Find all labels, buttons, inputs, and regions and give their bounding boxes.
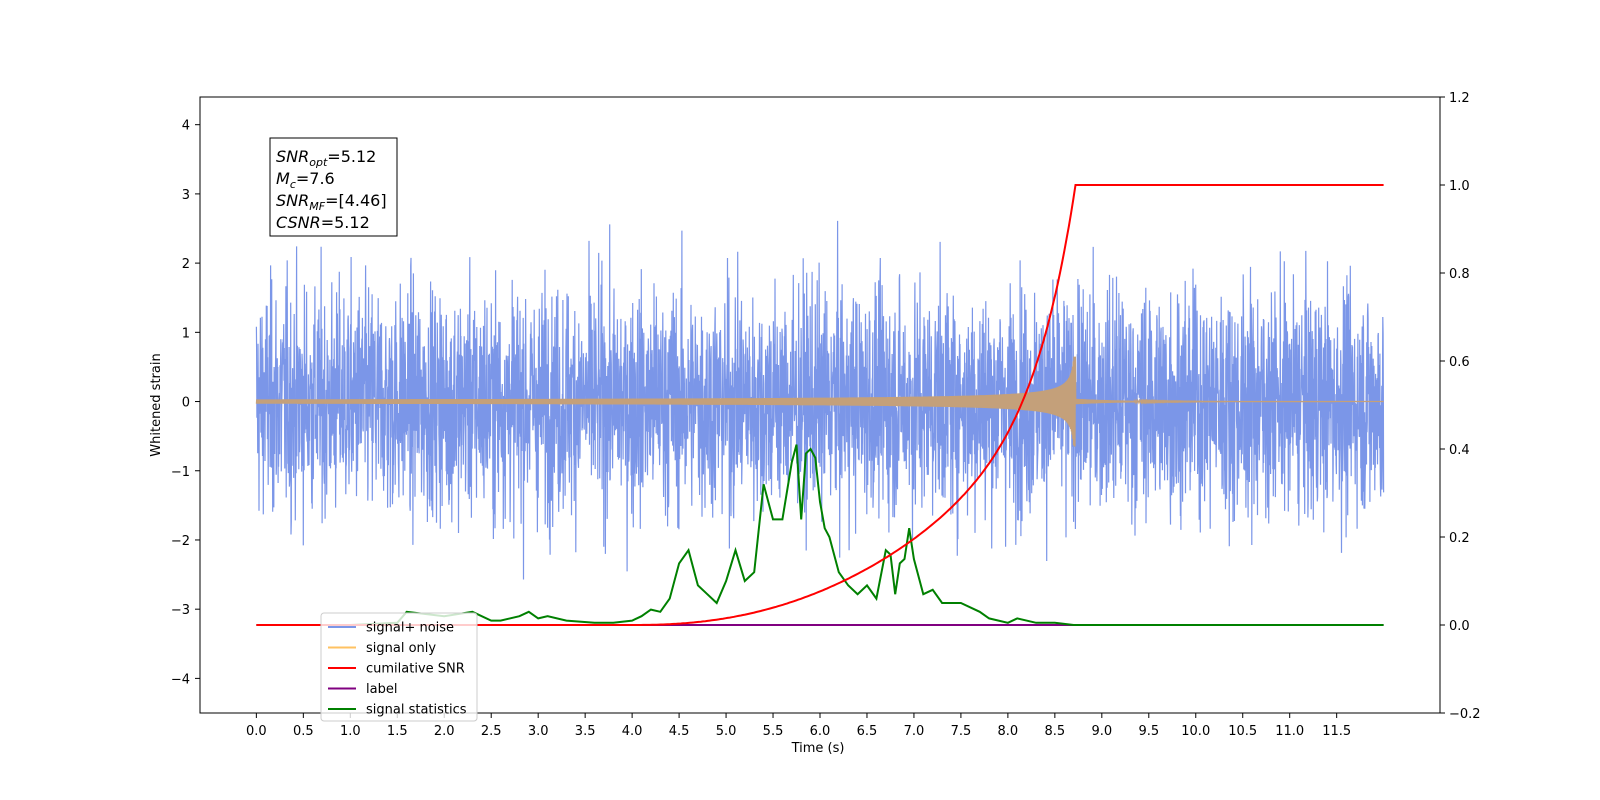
series-signal-statistics-line (256, 444, 1384, 626)
legend-label: signal+ noise (366, 621, 454, 636)
x-tick-label: 2.0 (434, 724, 455, 739)
series-cumulative-snr-line (256, 184, 1384, 626)
y2-tick-label: −0.2 (1449, 707, 1481, 722)
y-tick-label: −3 (171, 603, 190, 618)
x-tick-label: 1.5 (387, 724, 408, 739)
y2-axis-ticks: 1.2 1.0 0.8 0.6 0.4 0.2 0.0 −0.2 (1440, 91, 1481, 722)
x-tick-label: 7.0 (904, 724, 925, 739)
y-tick-label: −4 (171, 672, 190, 687)
annotation-line: Mc=7.6 (276, 169, 335, 191)
y2-tick-label: 1.0 (1449, 179, 1470, 194)
y2-tick-label: 1.2 (1449, 91, 1470, 106)
x-tick-label: 3.0 (528, 724, 549, 739)
legend-label: cumilative SNR (366, 662, 465, 677)
y2-tick-label: 0.2 (1449, 531, 1470, 546)
x-tick-label: 3.5 (575, 724, 596, 739)
x-tick-label: 10.5 (1228, 724, 1257, 739)
y2-tick-label: 0.0 (1449, 619, 1470, 634)
x-tick-label: 4.0 (622, 724, 643, 739)
x-tick-label: 6.5 (857, 724, 878, 739)
y-tick-label: −1 (171, 465, 190, 480)
x-tick-label: 0.0 (246, 724, 267, 739)
legend: signal+ noise signal only cumilative SNR la… (320, 612, 478, 722)
y-tick-label: 1 (182, 326, 190, 341)
annotation-line: SNRopt=5.12 (276, 147, 376, 169)
x-tick-label: 0.5 (293, 724, 314, 739)
y-tick-label: 4 (182, 119, 190, 134)
series-signal-only-line (255, 356, 1384, 447)
x-axis-label: Time (s) (791, 741, 845, 756)
y-axis-label: Whitened strain (149, 353, 164, 456)
x-tick-label: 9.5 (1138, 724, 1159, 739)
legend-label: signal statistics (366, 703, 467, 718)
x-tick-label: 7.5 (951, 724, 972, 739)
x-tick-label: 6.0 (810, 724, 831, 739)
x-tick-label: 8.0 (998, 724, 1019, 739)
y-tick-label: 2 (182, 257, 190, 272)
y2-tick-label: 0.8 (1449, 267, 1470, 282)
annotation-line: SNRMF=[4.46] (276, 191, 387, 213)
x-tick-label: 2.5 (481, 724, 502, 739)
legend-label: label (366, 682, 397, 697)
annotation-line: CSNR=5.12 (276, 213, 370, 232)
y2-tick-label: 0.6 (1449, 355, 1470, 370)
legend-frame (320, 612, 478, 722)
x-tick-label: 9.0 (1091, 724, 1112, 739)
y2-tick-label: 0.4 (1449, 443, 1470, 458)
x-tick-label: 5.5 (763, 724, 784, 739)
x-tick-label: 1.0 (340, 724, 361, 739)
x-tick-label: 10.0 (1181, 724, 1210, 739)
y-tick-label: 0 (182, 396, 190, 411)
x-axis-ticks: 0.0 0.5 1.0 1.5 2.0 2.5 3.0 3.5 4.0 4.5 5.0 5.5 6.0 6… (246, 713, 1351, 739)
x-tick-label: 8.5 (1045, 724, 1066, 739)
series-signal-noise-line (255, 220, 1385, 580)
x-tick-label: 5.0 (716, 724, 737, 739)
y-tick-label: 3 (182, 188, 190, 203)
y-tick-label: −2 (171, 534, 190, 549)
x-tick-label: 4.5 (669, 724, 690, 739)
annotation-frame (269, 137, 398, 237)
legend-label: signal only (366, 641, 436, 656)
x-tick-label: 11.0 (1275, 724, 1304, 739)
y-axis-ticks: 4 3 2 1 0 −1 −2 −3 −4 (171, 119, 200, 687)
x-tick-label: 11.5 (1322, 724, 1351, 739)
